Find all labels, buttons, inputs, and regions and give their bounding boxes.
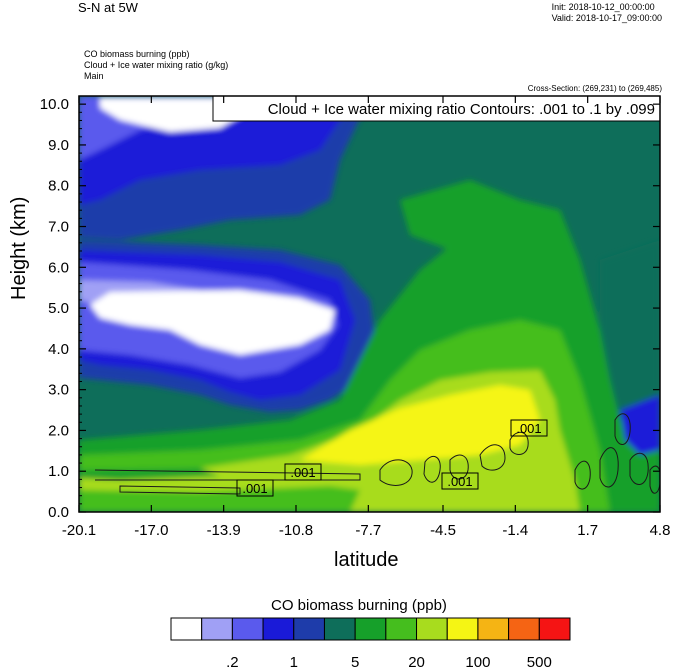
colorbar-swatch [354,617,387,641]
colorbar-label: 100 [465,654,490,668]
x-tick-label: 4.8 [650,522,671,539]
contour-line [379,459,413,486]
contour-line [509,431,529,455]
x-axis: -20.1 -17.0 -13.9 -10.8 -7.7 -4.5 -1.4 1.7 4.8 [62,96,671,539]
contour-title: Cloud + Ice water mixing ratio Contours:… [268,101,655,118]
contour-line [94,469,361,481]
contour-line [119,485,241,495]
colorbar-swatch [262,617,295,641]
contour-labels: .001 .001 .001 .001 [236,419,548,497]
y-tick-label: 8.0 [48,178,69,195]
contour-label: .001 [447,474,472,489]
x-tick-label: -20.1 [62,522,96,539]
contour-line [614,413,631,445]
contour-line [629,452,649,485]
colorbar-swatch [538,617,571,641]
valid-time: Valid: 2018-10-17_09:00:00 [551,13,662,23]
colorbar-swatch [293,617,325,641]
colorbar-swatch [508,617,540,641]
y-tick-label: 9.0 [48,137,69,154]
colorbar-label: 1 [290,654,298,668]
contour-line [574,460,591,490]
colorbar-swatch [477,617,510,641]
colorbar-swatch [416,617,448,641]
y-tick-label: 10.0 [40,96,69,113]
y-tick-label: 3.0 [48,382,69,399]
init-time: Init: 2018-10-12_00:00:00 [551,2,655,12]
y-tick-label: 0.0 [48,504,69,521]
contour-label-box [236,479,274,497]
colorbar-label: 5 [351,654,359,668]
colorbar-swatch [323,617,356,641]
plot-main-title: S-N at 5W [78,0,138,15]
field-label-cloud: Cloud + Ice water mixing ratio (g/kg) [84,60,229,70]
colorbar-swatch [170,617,203,641]
contour-label: .001 [516,421,541,436]
y-tick-label: 2.0 [48,422,69,439]
contour-label-box [284,463,322,481]
x-tick-label: -10.8 [279,522,313,539]
field-label-co: CO biomass burning (ppb) [84,49,190,59]
y-tick-label: 6.0 [48,259,69,276]
x-tick-label: -13.9 [207,522,241,539]
y-tick-label: 4.0 [48,341,69,358]
x-tick-label: -17.0 [134,522,168,539]
contour-title-box [212,95,661,122]
colorbar-swatch [385,617,418,641]
contour-line [449,454,469,480]
y-tick-label: 5.0 [48,300,69,317]
plot-frame [78,95,661,513]
contour-label: .001 [290,465,315,480]
x-tick-label: -7.7 [355,522,381,539]
colorbar-swatch [446,617,479,641]
field-label-main: Main [84,71,104,81]
contour-line [479,444,506,471]
contour-label: .001 [242,481,267,496]
x-axis-label: latitude [334,549,399,571]
colorbar-swatch [231,617,264,641]
time-info: Init: 2018-10-12_00:00:00 Valid: 2018-10… [552,2,662,24]
colorbar-swatch [201,617,233,641]
cross-section-label: Cross-Section: (269,231) to (269,485) [527,84,662,93]
colorbar-title: CO biomass burning (ppb) [271,597,447,614]
x-tick-label: -4.5 [430,522,456,539]
contour-line [599,447,619,488]
cloud-contours [94,413,660,495]
co-filled-field [79,96,660,512]
y-tick-label: 1.0 [48,463,69,480]
contour-label-box [510,419,548,437]
y-axis: 0.0 1.0 2.0 3.0 4.0 5.0 6.0 7.0 8.0 9.0 10.0 [40,96,660,521]
x-tick-label: -1.4 [502,522,528,539]
colorbar-label: 500 [527,654,552,668]
y-axis-label: Height (km) [8,196,30,300]
contour-line [423,455,441,483]
colorbar-label: 20 [408,654,425,668]
colorbar: .2 1 5 20 100 500 [170,617,571,668]
contour-label-box [441,472,479,490]
y-tick-label: 7.0 [48,219,69,236]
x-tick-label: 1.7 [577,522,598,539]
colorbar-label: .2 [226,654,239,668]
